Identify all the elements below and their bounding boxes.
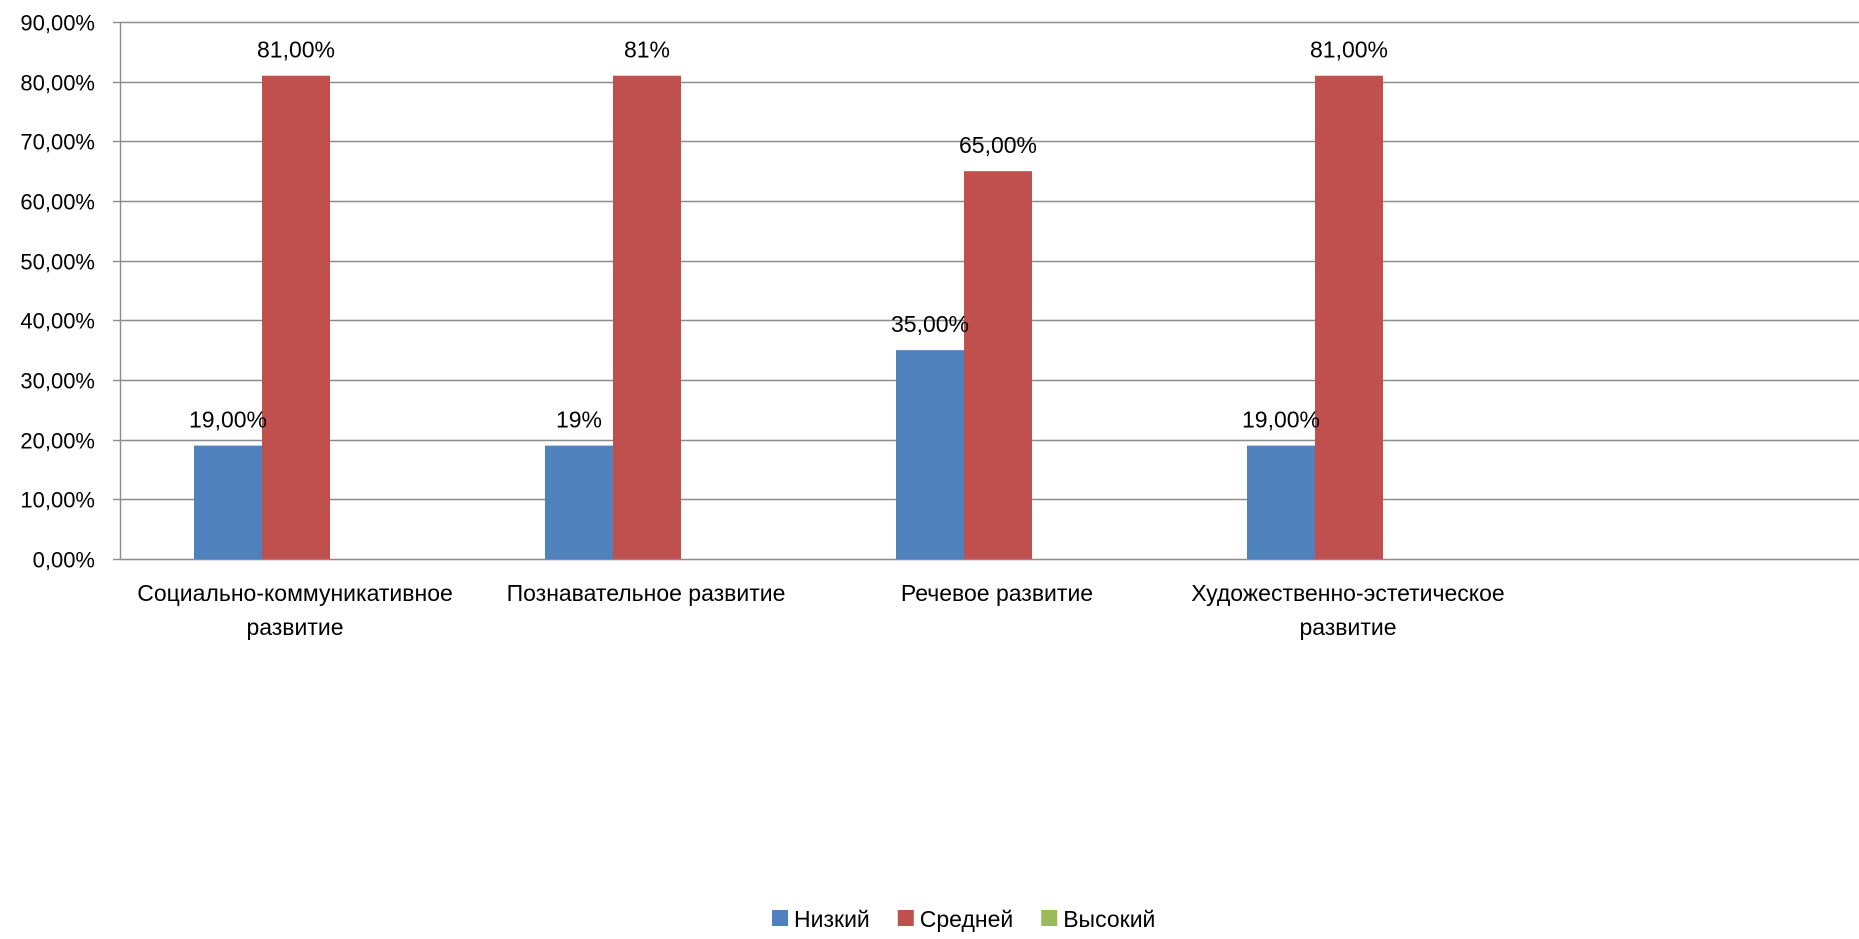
y-tick-label: 50,00%	[20, 250, 95, 275]
data-label: 81%	[624, 37, 670, 63]
y-tick-label: 30,00%	[20, 369, 95, 394]
bar-medium	[1315, 75, 1383, 559]
axes	[113, 21, 1859, 561]
legend: Низкий Средней Высокий	[772, 906, 1155, 932]
x-tick-label: развитие	[1299, 614, 1396, 640]
bar-low	[194, 445, 262, 559]
data-label: 81,00%	[1310, 37, 1388, 63]
y-tick-label: 10,00%	[20, 488, 95, 513]
data-label: 65,00%	[959, 132, 1037, 158]
x-tick-label: Социально-коммуникативное	[137, 580, 453, 606]
bars	[194, 75, 1383, 559]
y-tick-label: 70,00%	[20, 130, 95, 155]
y-tick-label: 60,00%	[20, 190, 95, 215]
x-tick-labels: Социально-коммуникативное развитие Познава…	[137, 580, 1505, 640]
y-tick-label: 90,00%	[20, 11, 95, 36]
y-tick-labels: 0,00% 10,00% 20,00% 30,00% 40,00% 50,00% 60,00…	[20, 11, 95, 573]
bar-low	[1247, 445, 1315, 559]
bar-low	[896, 350, 964, 559]
bar-low	[545, 445, 613, 559]
legend-label: Высокий	[1063, 906, 1155, 932]
y-tick-label: 80,00%	[20, 71, 95, 96]
data-label: 35,00%	[891, 311, 969, 337]
data-label: 19,00%	[189, 407, 267, 433]
bar-medium	[964, 171, 1032, 559]
x-tick-label: Познавательное развитие	[507, 580, 786, 606]
legend-label: Средней	[920, 906, 1013, 932]
x-tick-label: Речевое развитие	[901, 580, 1093, 606]
legend-swatch	[1041, 910, 1058, 926]
legend-swatch	[897, 910, 914, 926]
y-tick-label: 0,00%	[33, 548, 95, 573]
legend-swatch	[772, 910, 788, 926]
data-labels: 19,00% 19% 35,00% 19,00% 81,00% 81% 65,00% 81,0…	[189, 37, 1388, 433]
y-tick-label: 40,00%	[20, 309, 95, 334]
legend-label: Низкий	[794, 906, 870, 932]
data-label: 81,00%	[257, 37, 335, 63]
x-tick-label: Художественно-эстетическое	[1191, 580, 1504, 606]
x-tick-label: развитие	[246, 614, 343, 640]
data-label: 19%	[556, 407, 602, 433]
data-label: 19,00%	[1242, 407, 1320, 433]
bar-medium	[613, 75, 681, 559]
y-tick-label: 20,00%	[20, 429, 95, 454]
bar-medium	[262, 75, 330, 559]
